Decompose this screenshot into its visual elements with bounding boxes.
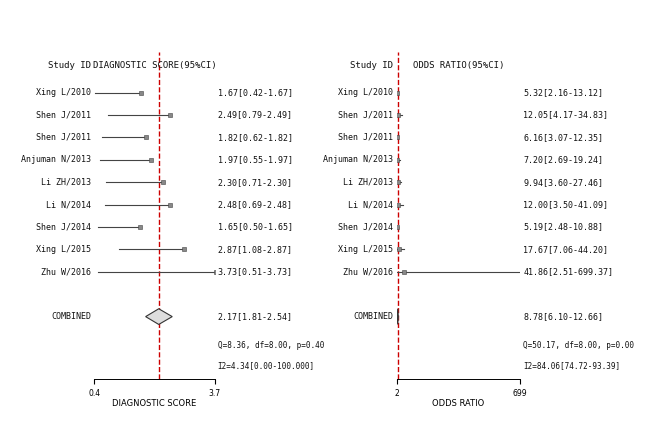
Text: 2.49[0.79-2.49]: 2.49[0.79-2.49] (218, 111, 292, 119)
Text: 12.00[3.50-41.09]: 12.00[3.50-41.09] (523, 200, 608, 209)
Text: 2.48[0.69-2.48]: 2.48[0.69-2.48] (218, 200, 292, 209)
Text: COMBINED: COMBINED (353, 312, 393, 321)
X-axis label: DIAGNOSTIC SCORE: DIAGNOSTIC SCORE (112, 399, 196, 409)
Text: Q=50.17, df=8.00, p=0.00: Q=50.17, df=8.00, p=0.00 (523, 341, 634, 350)
Text: Study ID: Study ID (350, 61, 393, 70)
Text: ODDS RATIO(95%CI): ODDS RATIO(95%CI) (413, 61, 504, 70)
Text: 9.94[3.60-27.46]: 9.94[3.60-27.46] (523, 178, 603, 187)
Text: DIAGNOSTIC SCORE(95%CI): DIAGNOSTIC SCORE(95%CI) (92, 61, 216, 70)
Text: COMBINED: COMBINED (51, 312, 91, 321)
Text: 8.78[6.10-12.66]: 8.78[6.10-12.66] (523, 312, 603, 321)
Text: Shen J/2011: Shen J/2011 (338, 133, 393, 142)
Text: 2.87[1.08-2.87]: 2.87[1.08-2.87] (218, 245, 292, 254)
Text: Shen J/2014: Shen J/2014 (338, 222, 393, 232)
Text: Shen J/2014: Shen J/2014 (36, 222, 91, 232)
Text: Anjuman N/2013: Anjuman N/2013 (323, 155, 393, 164)
Text: Q=8.36, df=8.00, p=0.40: Q=8.36, df=8.00, p=0.40 (218, 341, 324, 350)
Text: 5.19[2.48-10.88]: 5.19[2.48-10.88] (523, 222, 603, 232)
Text: Anjuman N/2013: Anjuman N/2013 (21, 155, 91, 164)
Text: Zhu W/2016: Zhu W/2016 (343, 267, 393, 276)
Text: 7.20[2.69-19.24]: 7.20[2.69-19.24] (523, 155, 603, 164)
X-axis label: ODDS RATIO: ODDS RATIO (432, 399, 484, 409)
Text: 41.86[2.51-699.37]: 41.86[2.51-699.37] (523, 267, 613, 276)
Text: 3.73[0.51-3.73]: 3.73[0.51-3.73] (218, 267, 292, 276)
Text: 5.32[2.16-13.12]: 5.32[2.16-13.12] (523, 88, 603, 97)
Text: 2.30[0.71-2.30]: 2.30[0.71-2.30] (218, 178, 292, 187)
Polygon shape (397, 309, 398, 324)
Text: 1.67[0.42-1.67]: 1.67[0.42-1.67] (218, 88, 292, 97)
Text: Li ZH/2013: Li ZH/2013 (343, 178, 393, 187)
Text: Shen J/2011: Shen J/2011 (36, 133, 91, 142)
Text: Study ID: Study ID (48, 61, 91, 70)
Text: 17.67[7.06-44.20]: 17.67[7.06-44.20] (523, 245, 608, 254)
Text: Li N/2014: Li N/2014 (46, 200, 91, 209)
Text: I2=84.06[74.72-93.39]: I2=84.06[74.72-93.39] (523, 361, 620, 370)
Text: Xing L/2015: Xing L/2015 (338, 245, 393, 254)
Text: Shen J/2011: Shen J/2011 (36, 111, 91, 119)
Text: Xing L/2015: Xing L/2015 (36, 245, 91, 254)
Text: Li ZH/2013: Li ZH/2013 (41, 178, 91, 187)
Text: Xing L/2010: Xing L/2010 (338, 88, 393, 97)
Text: 1.65[0.50-1.65]: 1.65[0.50-1.65] (218, 222, 292, 232)
Text: I2=4.34[0.00-100.000]: I2=4.34[0.00-100.000] (218, 361, 315, 370)
Text: Zhu W/2016: Zhu W/2016 (41, 267, 91, 276)
Polygon shape (146, 309, 172, 324)
Text: Xing L/2010: Xing L/2010 (36, 88, 91, 97)
Text: 1.97[0.55-1.97]: 1.97[0.55-1.97] (218, 155, 292, 164)
Text: 6.16[3.07-12.35]: 6.16[3.07-12.35] (523, 133, 603, 142)
Text: Li N/2014: Li N/2014 (348, 200, 393, 209)
Text: 1.82[0.62-1.82]: 1.82[0.62-1.82] (218, 133, 292, 142)
Text: Shen J/2011: Shen J/2011 (338, 111, 393, 119)
Text: 12.05[4.17-34.83]: 12.05[4.17-34.83] (523, 111, 608, 119)
Text: 2.17[1.81-2.54]: 2.17[1.81-2.54] (218, 312, 292, 321)
